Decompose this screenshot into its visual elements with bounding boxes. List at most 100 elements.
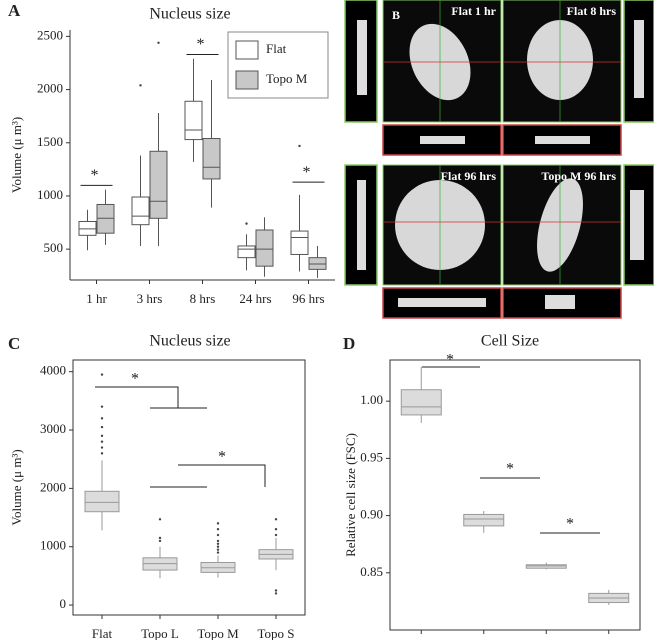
chart-title: Nucleus size [149,6,230,23]
box [525,564,567,569]
y-tick-label: 2500 [37,27,63,42]
box [96,203,115,234]
significance-mark: * [506,461,514,478]
side-profile [634,20,644,98]
significance-line [178,464,266,487]
outlier [158,518,162,521]
outlier [100,405,104,408]
bottom-profile [420,136,465,144]
image-label: Flat 8 hrs [567,4,617,18]
outlier [216,539,220,543]
plot-frame [72,359,306,616]
outlier [274,518,278,521]
y-tick-label: 4000 [40,363,66,378]
outlier [274,528,278,531]
outlier [216,542,220,546]
x-tick-label: 3 hrs [137,291,163,306]
y-tick-label: 0.90 [360,507,383,522]
plot-frame [389,359,641,631]
side-profile [630,190,644,260]
chart-title: Cell Size [481,333,539,350]
outlier [216,548,220,551]
bottom-profile [398,298,486,307]
y-tick-label: 1000 [40,538,66,553]
y-axis-title: Volume (μ m³) [9,117,24,193]
outlier [100,452,104,455]
bottom-profile [545,295,575,309]
box [131,196,150,226]
y-tick-label: 3000 [40,421,66,436]
y-tick-label: 2000 [40,479,66,494]
significance-mark: * [131,371,139,388]
image-label: Topo M 96 hrs [541,169,616,183]
outlier [245,222,248,225]
legend-swatch [235,70,259,90]
y-axis-title: Relative cell size (FSC) [343,433,358,557]
outlier [100,373,104,376]
outlier [100,446,104,449]
x-tick-label: Topo S [257,626,294,640]
box [78,220,97,236]
image-label: Flat 96 hrs [441,169,497,183]
y-tick-label: 0 [60,596,67,611]
outlier [100,425,104,429]
outlier [274,533,278,537]
outlier [216,533,220,537]
outlier [274,589,278,592]
legend-label: Flat [266,41,287,56]
y-tick-label: 1.00 [360,392,383,407]
x-tick-label: 1 hr [86,291,107,306]
x-tick-label: 24 hrs [239,291,271,306]
significance-mark: * [566,516,574,533]
y-tick-label: 1500 [37,134,63,149]
outlier [158,536,162,540]
y-tick-label: 500 [44,240,64,255]
legend-swatch [235,40,259,60]
box [400,389,442,416]
outlier [216,522,220,525]
outlier [298,144,301,148]
box [255,229,274,267]
box [149,150,168,219]
x-tick-label: Topo M [197,626,239,640]
y-tick-label: 0.85 [360,564,383,579]
significance-line [95,386,179,408]
box [290,230,309,255]
x-tick-label: Flat [92,626,113,640]
x-tick-label: 8 hrs [190,291,216,306]
image-label: Flat 1 hr [451,4,496,18]
outlier [158,539,162,543]
y-tick-label: 1000 [37,187,63,202]
x-tick-label: 96 hrs [292,291,324,306]
outlier [100,440,104,443]
significance-mark: * [446,352,454,369]
box [308,257,327,270]
y-axis-title: Volume (μ m³) [9,449,24,525]
outlier [216,528,220,531]
x-tick-label: Topo L [141,626,179,640]
side-profile [357,180,366,270]
box [84,490,120,513]
legend-label: Topo M [266,71,308,86]
outlier [157,41,160,44]
significance-mark: * [303,164,311,181]
significance-mark: * [218,449,226,466]
panel-label: A [8,1,21,20]
significance-mark: * [91,167,99,184]
box [202,138,221,180]
outlier [139,84,142,87]
chart-title: Nucleus size [149,333,230,350]
y-tick-label: 0.95 [360,449,383,464]
outlier [274,592,278,595]
bottom-profile [535,136,590,144]
outlier [216,545,220,548]
side-profile [357,20,367,95]
panel-label: C [8,334,20,353]
panel-label: B [392,8,400,22]
panel-label: D [343,334,355,353]
outlier [216,551,220,554]
box [463,513,505,527]
box [237,245,256,259]
y-tick-label: 2000 [37,81,63,96]
